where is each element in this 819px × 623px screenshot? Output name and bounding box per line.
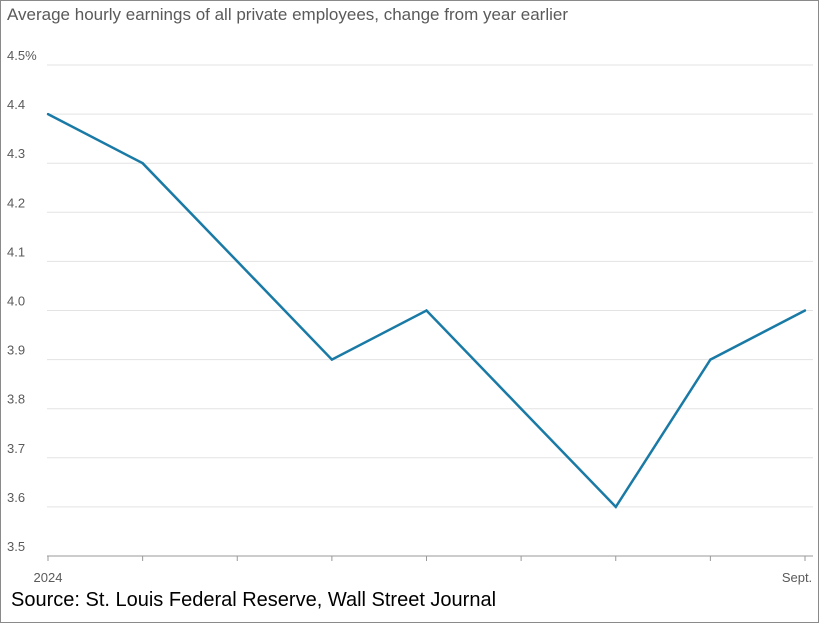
data-point [614,505,617,509]
data-point [803,309,807,312]
y-tick-label: 3.8 [7,392,25,407]
y-tick-label: 3.6 [7,490,25,505]
x-tick-label-last: Sept. [782,570,812,585]
y-tick-label: 4.5% [7,48,37,63]
data-point [141,162,144,165]
data-point [425,309,428,312]
y-tick-label: 4.1 [7,244,25,259]
data-point [330,358,334,361]
y-tick-label: 3.7 [7,441,25,456]
y-tick-label: 3.9 [7,343,25,358]
y-tick-label: 4.4 [7,97,25,112]
source-note: Source: St. Louis Federal Reserve, Wall … [11,589,497,611]
data-point [709,358,712,361]
y-tick-label: 4.3 [7,146,25,161]
y-tick-label: 4.2 [7,195,25,210]
chart-title: Average hourly earnings of all private e… [7,5,568,24]
data-point [519,407,523,410]
data-point [236,260,239,263]
data-point [46,112,50,116]
x-tick-label-first: 2024 [34,570,63,585]
y-tick-label: 4.0 [7,294,25,309]
y-tick-label: 3.5 [7,539,25,554]
